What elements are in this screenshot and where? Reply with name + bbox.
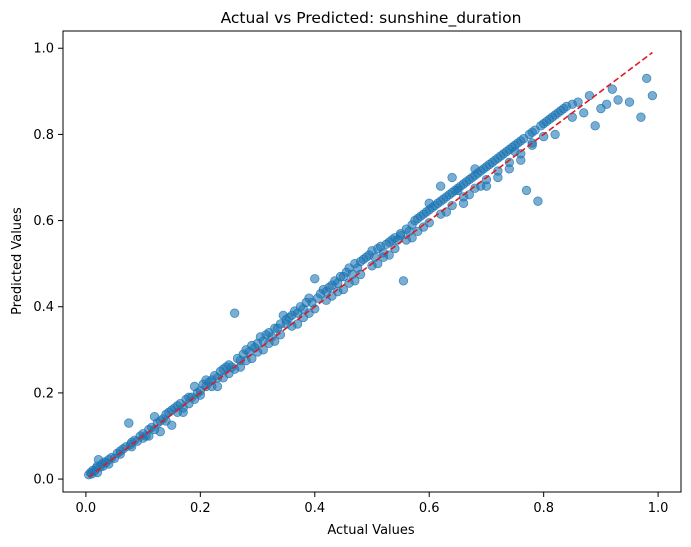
x-tick-label: 0.2: [190, 501, 211, 516]
x-tick-label: 1.0: [648, 501, 669, 516]
data-point: [493, 172, 503, 183]
y-axis-label: Predicted Values: [10, 207, 25, 315]
data-point: [124, 418, 134, 428]
data-point: [601, 99, 612, 109]
data-point: [470, 164, 480, 174]
x-tick-label: 0.8: [533, 501, 554, 516]
data-point: [355, 269, 366, 280]
data-point: [418, 222, 429, 232]
data-point: [178, 407, 188, 417]
data-point: [642, 73, 652, 84]
y-tick-label: 1.0: [33, 42, 54, 57]
chart-title: Actual vs Predicted: sunshine_duration: [221, 9, 522, 28]
plot-frame: [62, 30, 682, 493]
data-point: [447, 172, 457, 183]
data-point: [550, 129, 560, 140]
x-axis-label: Actual Values: [327, 523, 415, 538]
data-point: [539, 131, 549, 142]
x-tick-label: 0.4: [304, 501, 325, 516]
data-point: [224, 368, 234, 379]
data-point: [327, 291, 337, 301]
data-point: [521, 185, 532, 196]
data-point: [235, 362, 246, 372]
x-axis-ticks: 0.0 0.2 0.4 0.6 0.8 1.0: [76, 492, 669, 516]
data-point: [573, 97, 583, 107]
y-tick-label: 0.4: [33, 300, 54, 315]
y-axis-ticks: 0.0 0.2 0.4 0.6 0.8 1.0: [33, 42, 63, 488]
data-point: [292, 319, 303, 329]
data-point: [167, 420, 177, 430]
data-point: [304, 308, 314, 318]
points-layer: [84, 73, 658, 480]
data-point: [310, 274, 320, 284]
data-point: [373, 259, 383, 269]
data-point: [395, 228, 406, 239]
data-point: [647, 90, 658, 101]
data-point: [584, 90, 595, 101]
data-point: [338, 271, 349, 282]
data-point: [212, 381, 223, 392]
data-point: [579, 108, 589, 118]
data-point: [516, 155, 526, 165]
data-point: [258, 345, 268, 355]
x-tick-label: 0.0: [76, 501, 97, 516]
data-point: [533, 196, 543, 206]
data-point: [447, 200, 457, 211]
data-point: [590, 121, 600, 131]
reference-line: [88, 51, 653, 478]
data-point: [390, 243, 400, 254]
data-point: [453, 185, 463, 196]
y-tick-label: 0.2: [33, 386, 54, 401]
data-point: [436, 181, 446, 191]
data-point: [458, 198, 469, 208]
data-point: [607, 84, 617, 94]
data-point: [104, 459, 114, 469]
data-point: [567, 112, 577, 122]
data-point: [275, 330, 286, 340]
data-point: [504, 164, 514, 174]
data-point: [230, 308, 240, 318]
y-tick-label: 0.6: [33, 214, 54, 229]
data-point: [424, 198, 434, 208]
y-tick-label: 0.0: [33, 473, 54, 488]
data-point: [624, 97, 635, 107]
y-tick-label: 0.8: [33, 128, 54, 143]
data-point: [398, 276, 409, 286]
data-point: [613, 95, 623, 105]
x-tick-label: 0.6: [419, 501, 440, 516]
data-point: [115, 446, 125, 456]
data-point: [155, 427, 165, 437]
data-point: [636, 112, 646, 122]
data-point: [281, 315, 291, 325]
data-point: [189, 394, 200, 405]
data-point: [92, 467, 102, 478]
data-point: [201, 375, 211, 385]
data-point: [127, 442, 137, 452]
data-point: [481, 181, 492, 191]
